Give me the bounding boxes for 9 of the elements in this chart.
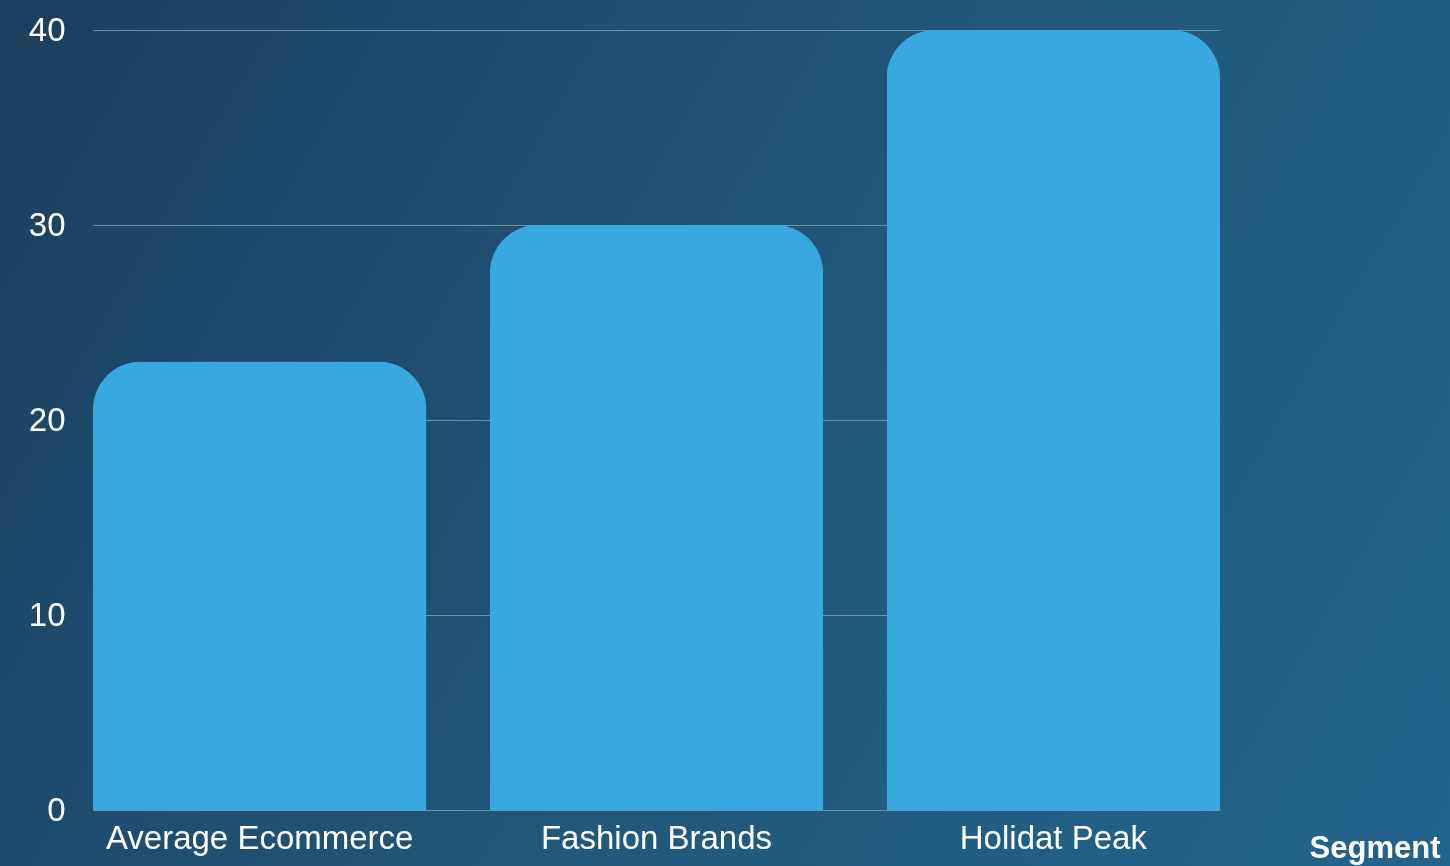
x-tick-label: Fashion Brands xyxy=(540,818,773,856)
y-tick-label: 0 xyxy=(47,790,66,828)
y-tick-label: 40 xyxy=(28,10,66,48)
x-axis-title: Segment xyxy=(1309,829,1441,865)
x-tick-label: Average Ecommerce xyxy=(105,818,414,856)
y-tick-label: 10 xyxy=(28,595,66,633)
y-tick-label: 20 xyxy=(28,400,66,438)
x-tick-label: Holidat Peak xyxy=(959,818,1148,856)
y-tick-label: 30 xyxy=(28,205,66,243)
